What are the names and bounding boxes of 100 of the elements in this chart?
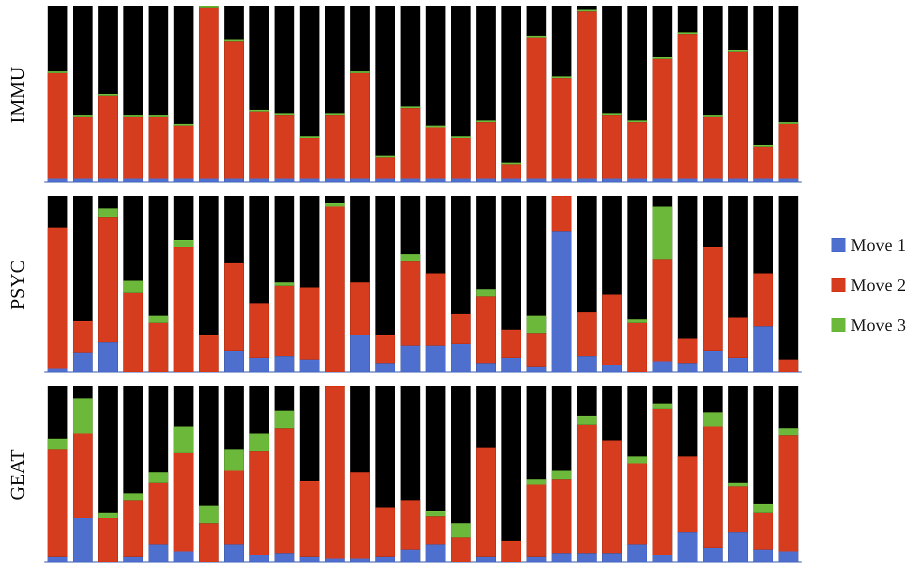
bar — [324, 203, 345, 207]
bar — [450, 314, 471, 344]
bar — [249, 358, 270, 372]
bar — [450, 178, 471, 182]
bar — [375, 507, 396, 557]
bar — [300, 178, 320, 182]
legend-label: Move 2 — [850, 275, 906, 295]
bar — [602, 178, 622, 182]
bar — [123, 500, 144, 557]
bar — [72, 178, 93, 182]
bar — [72, 320, 93, 353]
bar — [552, 231, 572, 372]
bar — [198, 523, 219, 562]
bar — [652, 554, 672, 562]
bar — [400, 178, 420, 182]
bar — [48, 556, 68, 562]
bar — [274, 410, 294, 428]
bar — [375, 157, 396, 178]
legend-label: Move 3 — [850, 315, 906, 335]
bar — [400, 346, 420, 372]
bar — [249, 434, 270, 452]
bar — [652, 178, 672, 182]
bar — [501, 358, 522, 372]
bar — [678, 363, 698, 372]
bar — [224, 544, 244, 562]
bar — [576, 553, 597, 562]
bar — [728, 486, 748, 532]
bar — [702, 178, 723, 182]
bar — [552, 553, 572, 562]
bar — [274, 356, 294, 372]
bar — [324, 558, 345, 562]
bar — [552, 196, 572, 232]
bar — [501, 540, 522, 562]
bar — [123, 178, 144, 182]
bar — [678, 338, 698, 364]
bar — [198, 335, 219, 372]
bar — [627, 544, 648, 562]
bar — [350, 178, 370, 182]
bar — [148, 322, 168, 372]
bar — [526, 556, 546, 562]
bar — [249, 178, 270, 182]
bar — [501, 330, 522, 358]
bar — [426, 544, 446, 562]
bar — [778, 178, 798, 182]
bar — [249, 554, 270, 562]
bar — [174, 426, 194, 453]
bar — [526, 366, 546, 372]
bar — [123, 493, 144, 500]
bar — [753, 273, 774, 326]
bar — [98, 208, 118, 218]
bar — [678, 532, 698, 562]
bar — [753, 326, 774, 372]
bar — [48, 368, 68, 372]
bar — [778, 360, 798, 372]
bar — [249, 303, 270, 358]
bar — [753, 146, 774, 178]
bar — [526, 178, 546, 182]
bar — [476, 363, 496, 372]
bar — [753, 178, 774, 182]
bar — [274, 553, 294, 562]
bar — [702, 350, 723, 372]
bar — [98, 512, 118, 518]
bar — [450, 138, 471, 178]
bar — [426, 178, 446, 182]
bar — [552, 178, 572, 182]
bar — [526, 333, 546, 367]
bar — [576, 416, 597, 425]
bar — [174, 178, 194, 182]
bar — [576, 178, 597, 182]
bar — [98, 178, 118, 182]
bar — [602, 553, 622, 562]
bar — [198, 178, 219, 182]
bar — [224, 350, 244, 372]
y-axis-title: PSYC — [7, 260, 29, 310]
bar — [728, 482, 748, 486]
bar — [426, 510, 446, 516]
bar — [300, 556, 320, 562]
bar — [98, 342, 118, 372]
bar — [375, 178, 396, 182]
bar — [778, 428, 798, 436]
legend-label: Move 1 — [850, 235, 906, 255]
bar — [476, 289, 496, 296]
bar — [72, 352, 93, 372]
bar — [476, 556, 496, 562]
bar — [148, 544, 168, 562]
bar — [375, 335, 396, 364]
bar — [778, 124, 798, 178]
bar — [174, 551, 194, 562]
bar — [576, 312, 597, 356]
bar — [728, 178, 748, 182]
bar — [627, 122, 648, 178]
bar — [501, 178, 522, 182]
bar — [627, 456, 648, 464]
bar — [702, 548, 723, 562]
bar — [274, 282, 294, 286]
bar — [450, 537, 471, 562]
bar — [426, 127, 446, 178]
bar — [476, 122, 496, 178]
bar — [627, 319, 648, 323]
bar — [526, 479, 546, 485]
